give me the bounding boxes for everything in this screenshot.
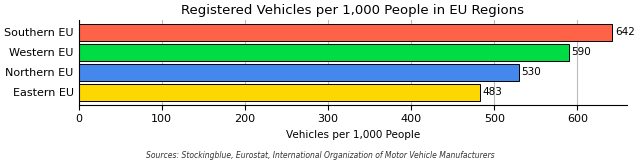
Text: Sources: Stockingblue, Eurostat, International Organization of Motor Vehicle Man: Sources: Stockingblue, Eurostat, Interna… [146, 151, 494, 160]
X-axis label: Vehicles per 1,000 People: Vehicles per 1,000 People [285, 130, 420, 140]
Text: 642: 642 [615, 27, 635, 37]
Text: 530: 530 [522, 67, 541, 77]
Bar [79, 84, 480, 101]
Text: 483: 483 [483, 87, 502, 97]
Text: 590: 590 [572, 47, 591, 57]
Bar [79, 24, 612, 41]
Title: Registered Vehicles per 1,000 People in EU Regions: Registered Vehicles per 1,000 People in … [181, 4, 524, 17]
Bar [79, 64, 519, 81]
Bar [79, 44, 569, 61]
